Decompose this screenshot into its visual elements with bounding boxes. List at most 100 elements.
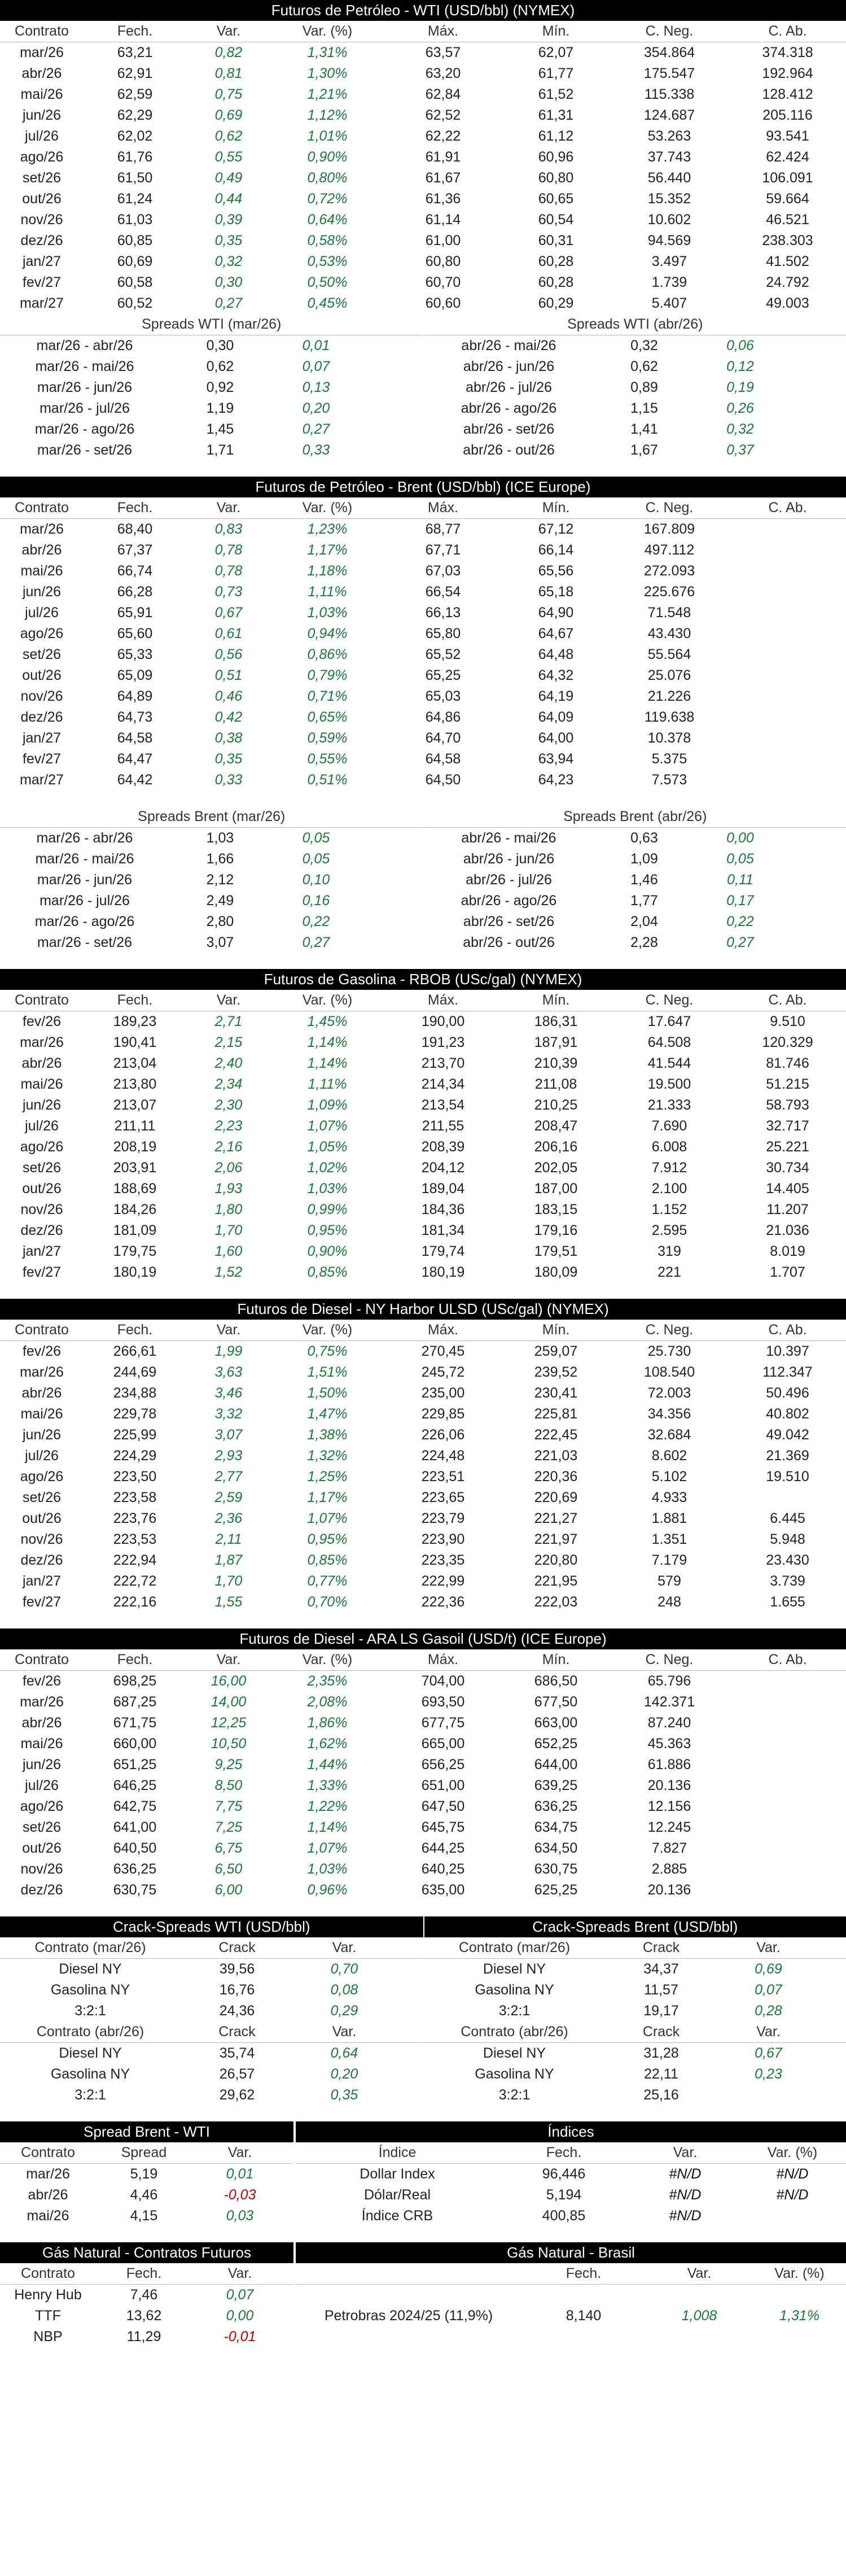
table-cell: 239,52 (534, 1364, 578, 1380)
table-cell: 61,52 (538, 86, 574, 102)
table-cell: 208,47 (534, 1118, 578, 1134)
gas-brasil-header: Fech. Var. Var. (%) (296, 2263, 846, 2285)
table-cell: 187,00 (534, 1181, 578, 1197)
table-cell: 0,49 (214, 170, 243, 186)
spread-cell: 0,22 (302, 914, 330, 929)
spread-row: mar/26 - mai/26 1,66 0,05 (0, 849, 423, 870)
table-cell: 63,94 (538, 751, 574, 767)
table-cell: 639,25 (534, 1778, 578, 1793)
table-cell: 0,30 (214, 274, 243, 290)
table-cell: 119.638 (644, 709, 695, 725)
table-cell: 60,31 (538, 233, 574, 248)
table-cell: 25.730 (647, 1343, 691, 1359)
table-cell: 32.717 (766, 1118, 809, 1134)
table-cell: 0,73 (214, 584, 243, 600)
table-cell: abr/26 (21, 542, 62, 558)
spread-cell: abr/26 - jul/26 (466, 379, 552, 395)
table-row: jan/27 64,58 0,38 0,59% 64,70 64,00 10.378 (0, 728, 846, 749)
crack-cell: 0,20 (330, 2066, 358, 2082)
table-cell: 13,62 (126, 2308, 162, 2324)
spreads-left: Spreads Brent (mar/26) mar/26 - abr/26 1,0… (0, 806, 423, 953)
crack-group-header: Contrato (abr/26) Crack Var. (424, 2021, 846, 2043)
table-cell: 7.827 (651, 1840, 687, 1856)
table-cell: 0,78 (214, 563, 243, 579)
table-cell: 4,46 (130, 2187, 158, 2203)
table-cell (729, 728, 846, 749)
table-cell (729, 1838, 846, 1859)
table-row: dez/26 630,75 6,00 0,96% 635,00 625,25 20.136 (0, 1880, 846, 1901)
table-cell: 651,00 (421, 1778, 465, 1793)
table-cell: 221,97 (534, 1531, 578, 1547)
table-cell (742, 2206, 843, 2226)
section-title: Futuros de Diesel - NY Harbor ULSD (USc/… (0, 1299, 846, 1320)
table-cell: nov/26 (20, 1531, 63, 1547)
table-cell: 221 (657, 1264, 681, 1280)
spread-cell: 0,30 (206, 338, 234, 353)
table-row: fev/27 222,16 1,55 0,70% 222,36 222,03 248 1.65… (0, 1592, 846, 1613)
table-cell: 65,56 (538, 563, 574, 579)
table-cell: 635,00 (421, 1882, 465, 1898)
table-row: dez/26 181,09 1,70 0,95% 181,34 179,16 2.595 21… (0, 1220, 846, 1241)
table-cell: 354.864 (643, 45, 695, 60)
section-title: Futuros de Gasolina - RBOB (USc/gal) (NY… (0, 969, 846, 990)
crack-cell: Diesel NY (59, 1961, 122, 1977)
table-row: fev/26 189,23 2,71 1,45% 190,00 186,31 17.647 9… (0, 1011, 846, 1032)
table-cell: 1,93 (214, 1181, 243, 1197)
spread-cell: 0,10 (302, 872, 330, 888)
table-cell: mai/26 (20, 1076, 63, 1092)
table-cell: out/26 (22, 1181, 62, 1197)
table-row: Henry Hub 7,46 0,07 (0, 2285, 293, 2306)
table-row: mai/26 66,74 0,78 1,18% 67,03 65,56 272.093 (0, 561, 846, 582)
table-cell: 1,50% (307, 1385, 348, 1401)
crack-title: Crack-Spreads WTI (USD/bbl) (0, 1916, 423, 1937)
table-cell: 11,29 (126, 2329, 161, 2344)
table-cell: 223,65 (421, 1490, 465, 1505)
table-cell: 60,54 (538, 212, 574, 228)
table-cell: 225.676 (643, 584, 695, 600)
column-header: C. Neg. (645, 23, 694, 39)
table-cell: 60,85 (117, 233, 153, 248)
table-cell: 0,55% (307, 751, 348, 767)
table-cell (729, 1796, 846, 1817)
crack-var-label: Var. (332, 2024, 357, 2040)
table-cell: 64,70 (425, 730, 461, 746)
table-cell: 3.497 (651, 254, 687, 269)
spread-cell: 0,32 (726, 421, 754, 437)
table-cell: 0,83 (214, 521, 243, 537)
column-header: Var. (%) (302, 992, 353, 1008)
table-cell: 49.003 (766, 295, 809, 311)
table-cell: 213,07 (113, 1097, 157, 1113)
table-cell: 60,28 (538, 254, 574, 269)
table-cell: 21.226 (647, 688, 691, 704)
table-cell: 62,29 (117, 107, 153, 123)
table-cell: set/26 (22, 647, 62, 662)
table-row: Índice CRB 400,85 #N/D (296, 2206, 846, 2226)
table-cell: mar/27 (20, 772, 64, 788)
table-cell: fev/26 (22, 1673, 62, 1689)
crack-pair: Crack-Spreads WTI (USD/bbl) Contrato (mar… (0, 1916, 846, 2106)
table-cell: 189,04 (421, 1181, 465, 1197)
crack-cell: 0,28 (755, 2003, 782, 2019)
table-cell: 124.687 (643, 107, 695, 123)
table-cell: 61,91 (425, 149, 461, 165)
table-cell: 0,27 (214, 295, 243, 311)
table-cell: 0,64% (307, 212, 348, 228)
table-cell: 1,14% (307, 1055, 348, 1071)
table-cell: fev/27 (22, 274, 62, 290)
table-cell: -0,01 (223, 2329, 256, 2344)
spread-cell: 1,41 (630, 421, 658, 437)
table-cell: 40.802 (766, 1406, 809, 1422)
table-row: mar/27 64,42 0,33 0,51% 64,50 64,23 7.573 (0, 770, 846, 791)
spread-cell: mar/26 - set/26 (37, 935, 133, 950)
crack-col-label: Crack (642, 1940, 680, 1955)
table-cell: 61,50 (117, 170, 153, 186)
table-cell: 671,75 (113, 1715, 157, 1731)
table-cell: 6,75 (214, 1840, 243, 1856)
table-cell (729, 561, 846, 582)
table-cell: 1,03% (307, 1181, 348, 1197)
table-row: fev/27 180,19 1,52 0,85% 180,19 180,09 221 1.70… (0, 1262, 846, 1283)
table-cell: 1,22% (307, 1798, 348, 1814)
table-cell: 14.405 (766, 1181, 809, 1197)
table-cell: 15.352 (647, 191, 691, 207)
table-cell: dez/26 (20, 709, 63, 725)
